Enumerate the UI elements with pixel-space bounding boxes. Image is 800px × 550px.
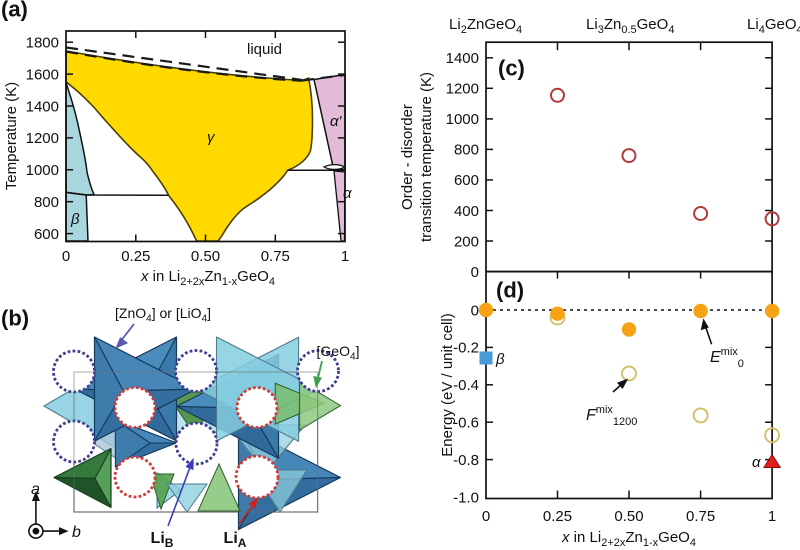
svg-text:Emix0: Emix0 xyxy=(710,346,744,370)
svg-text:Energy (eV / unit cell): Energy (eV / unit cell) xyxy=(439,313,456,456)
svg-text:-1.0: -1.0 xyxy=(453,489,479,506)
svg-text:(c): (c) xyxy=(498,56,525,81)
svg-text:(b): (b) xyxy=(1,306,29,331)
svg-text:Li3Zn0.5GeO4: Li3Zn0.5GeO4 xyxy=(586,16,674,36)
svg-text:1400: 1400 xyxy=(26,98,59,115)
svg-text:-0.4: -0.4 xyxy=(453,377,479,394)
svg-text:1200: 1200 xyxy=(446,81,479,98)
svg-text:-0.2: -0.2 xyxy=(453,340,479,357)
svg-text:α: α xyxy=(752,454,761,471)
svg-text:200: 200 xyxy=(454,233,479,250)
svg-text:0.25: 0.25 xyxy=(121,248,150,265)
svg-text:Temperature (K): Temperature (K) xyxy=(3,82,20,190)
svg-text:1000: 1000 xyxy=(446,111,479,128)
svg-text:1400: 1400 xyxy=(446,50,479,67)
svg-text:Order - disorder: Order - disorder xyxy=(399,104,416,210)
svg-text:[GeO4]: [GeO4] xyxy=(317,343,360,363)
svg-text:0.75: 0.75 xyxy=(686,508,715,525)
svg-text:800: 800 xyxy=(34,194,59,211)
svg-text:1: 1 xyxy=(768,508,776,525)
svg-text:β: β xyxy=(70,211,80,228)
svg-text:(d): (d) xyxy=(496,278,524,303)
svg-text:a: a xyxy=(31,481,40,498)
svg-text:600: 600 xyxy=(34,226,59,243)
svg-text:0: 0 xyxy=(471,302,479,319)
svg-text:0.50: 0.50 xyxy=(191,248,220,265)
svg-text:0: 0 xyxy=(62,248,70,265)
svg-text:800: 800 xyxy=(454,142,479,159)
svg-text:Fmix1200: Fmix1200 xyxy=(586,404,637,428)
svg-text:(a): (a) xyxy=(1,0,28,22)
svg-text:0: 0 xyxy=(471,264,479,281)
svg-text:1200: 1200 xyxy=(26,130,59,147)
svg-text:1000: 1000 xyxy=(26,162,59,179)
svg-text:-0.6: -0.6 xyxy=(453,415,479,432)
svg-text:transition temperature (K): transition temperature (K) xyxy=(418,72,435,242)
svg-text:[ZnO4] or [LiO4]: [ZnO4] or [LiO4] xyxy=(115,305,211,325)
svg-text:0.50: 0.50 xyxy=(614,508,643,525)
svg-text:0.75: 0.75 xyxy=(261,248,290,265)
svg-text:0.25: 0.25 xyxy=(543,508,572,525)
svg-text:x in Li2+2xZn1-xGeO4: x in Li2+2xZn1-xGeO4 xyxy=(561,529,696,549)
svg-text:600: 600 xyxy=(454,172,479,189)
svg-text:b: b xyxy=(72,524,81,541)
svg-text:γ: γ xyxy=(207,129,216,146)
svg-text:1600: 1600 xyxy=(26,66,59,83)
svg-text:1800: 1800 xyxy=(26,35,59,52)
svg-text:x in Li2+2xZn1-xGeO4: x in Li2+2xZn1-xGeO4 xyxy=(140,268,275,288)
svg-text:0: 0 xyxy=(482,508,490,525)
svg-text:Li2ZnGeO4: Li2ZnGeO4 xyxy=(449,16,522,36)
svg-text:β: β xyxy=(495,351,505,368)
svg-text:1: 1 xyxy=(341,248,349,265)
svg-text:α: α xyxy=(343,185,352,202)
svg-text:-0.8: -0.8 xyxy=(453,452,479,469)
svg-text:400: 400 xyxy=(454,203,479,220)
svg-text:α': α' xyxy=(330,113,343,130)
svg-text:liquid: liquid xyxy=(247,41,282,58)
